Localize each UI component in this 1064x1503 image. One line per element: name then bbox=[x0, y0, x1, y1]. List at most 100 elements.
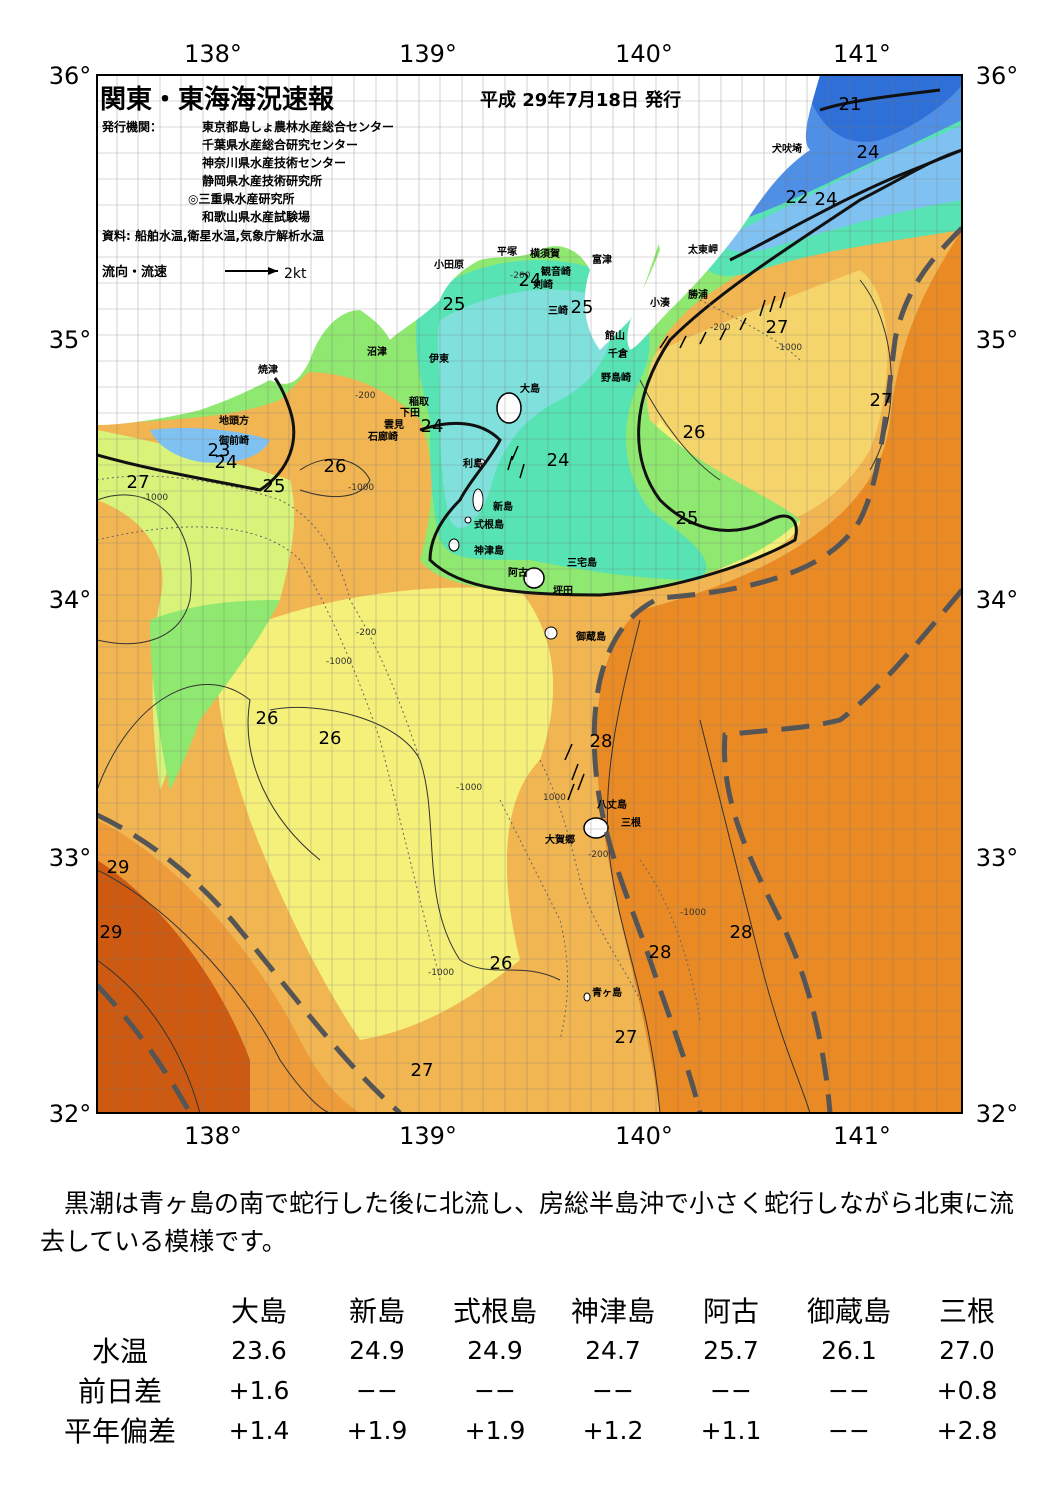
row-header: 平年偏差 bbox=[63, 1415, 176, 1448]
place-shikinejima: 式根島 bbox=[474, 518, 504, 531]
table-cell: +2.8 bbox=[936, 1415, 998, 1445]
summary-paragraph: 黒潮は青ヶ島の南で蛇行した後に北流し、房総半島沖で小さく蛇行しながら北東に流去し… bbox=[40, 1189, 1015, 1256]
isotherm-label: 21 bbox=[839, 94, 862, 115]
place-tsubota: 坪田 bbox=[553, 584, 573, 597]
lon-bottom-139: 139° bbox=[399, 1122, 457, 1150]
lon-bottom-138: 138° bbox=[184, 1122, 242, 1150]
depth-labels: -200 -1000 -200 -1000 -200 -1000 -200 -1… bbox=[142, 271, 802, 978]
place-miyakejima: 三宅島 bbox=[567, 556, 597, 569]
table-cell: 24.9 bbox=[349, 1335, 405, 1365]
table-cell: +1.6 bbox=[228, 1375, 290, 1405]
place-ito: 伊東 bbox=[428, 352, 449, 365]
table-cell: 24.9 bbox=[467, 1335, 523, 1365]
current-legend-scale: 2kt bbox=[284, 266, 307, 282]
publisher-5: ◎三重県水産研究所 bbox=[188, 191, 294, 206]
depth-label: -200 bbox=[356, 628, 377, 638]
column-header: 神津島 bbox=[570, 1295, 655, 1328]
lat-right-34: 34° bbox=[976, 586, 1019, 614]
depth-label: -1000 bbox=[428, 968, 454, 978]
lat-left-35: 35° bbox=[49, 326, 92, 354]
table-cell: +1.9 bbox=[346, 1415, 408, 1445]
isotherm-label: 29 bbox=[107, 857, 130, 878]
place-niijima: 新島 bbox=[493, 500, 513, 513]
table-cell: 23.6 bbox=[231, 1335, 287, 1365]
lon-top-139: 139° bbox=[399, 40, 457, 68]
table-cell: +1.4 bbox=[228, 1415, 290, 1445]
depth-contours bbox=[97, 299, 801, 1041]
place-odawara: 小田原 bbox=[433, 258, 464, 271]
isotherm-label: 28 bbox=[590, 731, 613, 752]
isotherm-label: 25 bbox=[571, 297, 594, 318]
isotherm-labels: 21 24 22 24 27 24 25 25 24 27 26 24 23 2… bbox=[100, 94, 893, 1081]
place-katsuura: 勝浦 bbox=[688, 288, 708, 301]
isotherm-label: 27 bbox=[766, 317, 789, 338]
current-legend-arrowhead bbox=[268, 267, 278, 275]
isotherm-label: 23 bbox=[208, 440, 231, 461]
isotherm-label: 24 bbox=[547, 450, 570, 471]
publisher-label: 発行機関： bbox=[101, 119, 162, 134]
place-irozaki: 石廊崎 bbox=[367, 430, 398, 443]
map-title: 関東・東海海況速報 bbox=[100, 85, 335, 115]
isotherm-label: 27 bbox=[870, 390, 893, 411]
column-header: 三根 bbox=[938, 1295, 995, 1328]
table-cell: −− bbox=[356, 1375, 398, 1405]
depth-label: -200 bbox=[510, 271, 531, 281]
isotherm-label: 24 bbox=[215, 452, 238, 473]
isotherm-label: 24 bbox=[421, 416, 444, 437]
depth-label: -200 bbox=[355, 391, 376, 401]
place-yaizu: 焼津 bbox=[258, 363, 278, 376]
place-tsurugizaki: 剣崎 bbox=[532, 278, 553, 291]
table-cell: −− bbox=[592, 1375, 634, 1405]
water-temperature-table: 大島 新島 式根島 神津島 阿古 御蔵島 三根 水温 23.6 24.9 24.… bbox=[40, 1290, 1026, 1450]
place-futtsu: 富津 bbox=[592, 253, 612, 266]
place-inatori: 稲取 bbox=[409, 395, 430, 408]
place-chikura: 千倉 bbox=[608, 347, 629, 360]
lon-top-140: 140° bbox=[615, 40, 673, 68]
isotherm-label: 25 bbox=[443, 294, 466, 315]
table-cell: −− bbox=[828, 1415, 870, 1445]
place-mikurajima: 御蔵島 bbox=[575, 630, 606, 643]
bold-isotherm-lines bbox=[97, 88, 962, 597]
lon-bottom-140: 140° bbox=[615, 1122, 673, 1150]
current-legend-label: 流向・流速 bbox=[102, 264, 167, 280]
table-cell: −− bbox=[474, 1375, 516, 1405]
row-header: 水温 bbox=[91, 1335, 148, 1368]
map-frame bbox=[96, 74, 963, 1114]
place-mitsune: 三根 bbox=[621, 816, 641, 829]
row-header: 前日差 bbox=[77, 1375, 162, 1408]
current-arrows bbox=[507, 291, 786, 801]
isotherm-label: 28 bbox=[730, 922, 753, 943]
sea-temperature-map: 関東・東海海況速報 平成 29年7月18日 発行 発行機関： 東京都島しょ農林水… bbox=[49, 40, 1019, 1150]
isotherm-lines bbox=[97, 279, 892, 1113]
place-taitomisaki: 太東岬 bbox=[687, 243, 718, 256]
isotherm-label: 26 bbox=[324, 456, 347, 477]
place-numazu: 沼津 bbox=[367, 345, 387, 358]
depth-label: -200 bbox=[710, 323, 731, 333]
isotherm-label: 26 bbox=[490, 953, 513, 974]
publisher-6: 和歌山県水産試験場 bbox=[201, 209, 310, 224]
place-kannonzaki: 観音崎 bbox=[541, 265, 571, 278]
table-cell: 26.1 bbox=[821, 1335, 877, 1365]
lat-left-33: 33° bbox=[49, 844, 92, 872]
place-omaezaki: 御前崎 bbox=[218, 434, 249, 447]
table-cell: 24.7 bbox=[585, 1335, 641, 1365]
lat-right-36: 36° bbox=[976, 62, 1019, 90]
depth-label: -1000 bbox=[348, 483, 374, 493]
isotherm-label: 22 bbox=[786, 187, 809, 208]
place-yokosuka: 横須賀 bbox=[530, 247, 560, 260]
lon-bottom-141: 141° bbox=[833, 1122, 891, 1150]
publisher-4: 静岡県水産技術研究所 bbox=[202, 173, 322, 188]
place-kominato: 小湊 bbox=[649, 296, 671, 309]
place-tateyama: 館山 bbox=[604, 329, 625, 342]
summary-text: 黒潮は青ヶ島の南で蛇行した後に北流し、房総半島沖で小さく蛇行しながら北東に流去し… bbox=[40, 1185, 1030, 1261]
lat-left-32: 32° bbox=[49, 1100, 92, 1128]
depth-label: -1000 bbox=[776, 343, 802, 353]
table-cell: +0.8 bbox=[936, 1375, 998, 1405]
place-kumomi: 雲見 bbox=[384, 419, 404, 431]
isotherm-label: 28 bbox=[649, 942, 672, 963]
place-hiratsuka: 平塚 bbox=[497, 245, 517, 258]
table-row: 前日差 +1.6 −− −− −− −− −− +0.8 bbox=[40, 1370, 1026, 1410]
isotherm-label: 29 bbox=[100, 922, 123, 943]
lon-top-138: 138° bbox=[184, 40, 242, 68]
lat-left-36: 36° bbox=[49, 62, 92, 90]
